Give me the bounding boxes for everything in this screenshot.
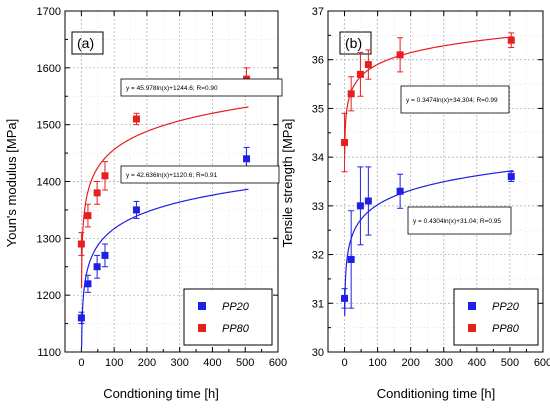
fit-curve-pp80 [344,36,514,155]
y-tick-label: 31 [312,298,324,310]
data-point-pp80 [84,212,92,220]
data-point-pp20 [243,155,251,163]
data-point-pp80 [93,189,101,197]
data-point-pp80 [364,61,372,69]
y-tick-label: 34 [312,152,324,164]
y-tick-label: 32 [312,250,324,262]
x-tick-label: 500 [501,357,519,369]
y-axis-title: Tensile strength [MPa] [280,119,295,248]
y-tick-label: 33 [312,201,324,213]
data-point-pp20 [356,202,364,210]
panel-label: (b) [345,35,362,51]
fit-curve-pp80 [80,106,249,288]
data-point-pp80 [396,51,404,59]
x-tick-label: 500 [236,357,254,369]
y-tick-label: 36 [312,55,324,67]
panel-label-box [71,31,104,55]
fit-equation-box [120,78,283,97]
legend-label-pp80: PP80 [222,323,250,335]
x-axis-title: Conditioning time [h] [377,386,496,401]
fit-equation-label: y = 0.4304ln(x)+31.04; R=0.95 [413,218,501,225]
y-tick-label: 30 [312,347,324,359]
data-point-pp20 [507,173,515,181]
data-point-pp20 [84,280,92,288]
x-tick-label: 100 [105,357,123,369]
x-tick-label: 0 [78,357,84,369]
data-point-pp80 [347,90,355,98]
fit-curve-pp20 [344,170,514,316]
data-point-pp20 [347,255,355,263]
data-point-pp80 [101,172,109,180]
data-point-pp80 [77,240,85,248]
y-tick-label: 1500 [37,120,61,132]
x-axis-title: Condtioning time [h] [103,386,219,401]
data-point-pp20 [341,294,349,302]
fit-equation-label: y = 45.978ln(x)+1244.6; R=0.90 [126,85,218,92]
y-axis-title: Youn's modulus [MPa] [4,119,19,247]
legend-label-pp80: PP80 [492,323,520,335]
fit-equation-box [400,85,510,114]
fit-equation-box [407,206,512,235]
data-point-pp20 [132,206,140,214]
x-tick-label: 0 [341,357,347,369]
legend-label-pp20: PP20 [222,301,250,313]
x-tick-label: 400 [468,357,486,369]
panel-tensile-strength: 0 100 200 300 400 500 600 30 31 32 33 34 35 36 37 y = 0… [280,6,550,401]
data-point-pp20 [93,263,101,271]
data-point-pp20 [77,314,85,322]
x-tick-label: 200 [402,357,420,369]
legend-box [183,288,273,346]
x-tick-label: 600 [534,357,550,369]
panel-label: (a) [77,35,94,51]
y-tick-label: 1400 [37,177,61,189]
x-tick-label: 400 [203,357,221,369]
panel-label-box [339,31,372,55]
legend-marker-pp80 [468,324,476,332]
legend-label-pp20: PP20 [492,301,520,313]
legend-marker-pp20 [198,302,206,310]
y-tick-label: 1700 [37,6,61,18]
x-tick-label: 300 [435,357,453,369]
legend-marker-pp80 [198,324,206,332]
data-point-pp80 [356,70,364,78]
y-tick-label: 1600 [37,63,61,75]
y-tick-label: 35 [312,103,324,115]
fit-curve-pp20 [81,188,249,348]
y-tick-label: 1200 [37,290,61,302]
y-tick-label: 1300 [37,233,61,245]
y-tick-label: 37 [312,6,324,18]
data-point-pp80 [507,36,515,44]
data-point-pp20 [396,187,404,195]
x-tick-label: 600 [269,357,287,369]
data-point-pp80 [132,115,140,123]
legend-marker-pp20 [468,302,476,310]
fit-equation-box [120,165,280,184]
fit-equation-label: y = 42.636ln(x)+1120.6; R=0.91 [126,172,218,179]
data-point-pp20 [364,197,372,205]
x-tick-label: 300 [171,357,189,369]
x-tick-label: 200 [138,357,156,369]
panel-youngs-modulus: 0 100 200 300 400 500 600 1100 1200 1300 1400 1500 1… [4,6,287,401]
x-tick-label: 100 [368,357,386,369]
y-tick-label: 1100 [37,347,61,359]
data-point-pp20 [101,251,109,259]
legend-box [453,288,539,346]
fit-equation-label: y = 0.3474ln(x)+34.304; R=0.99 [406,97,498,104]
data-point-pp80 [341,139,349,147]
